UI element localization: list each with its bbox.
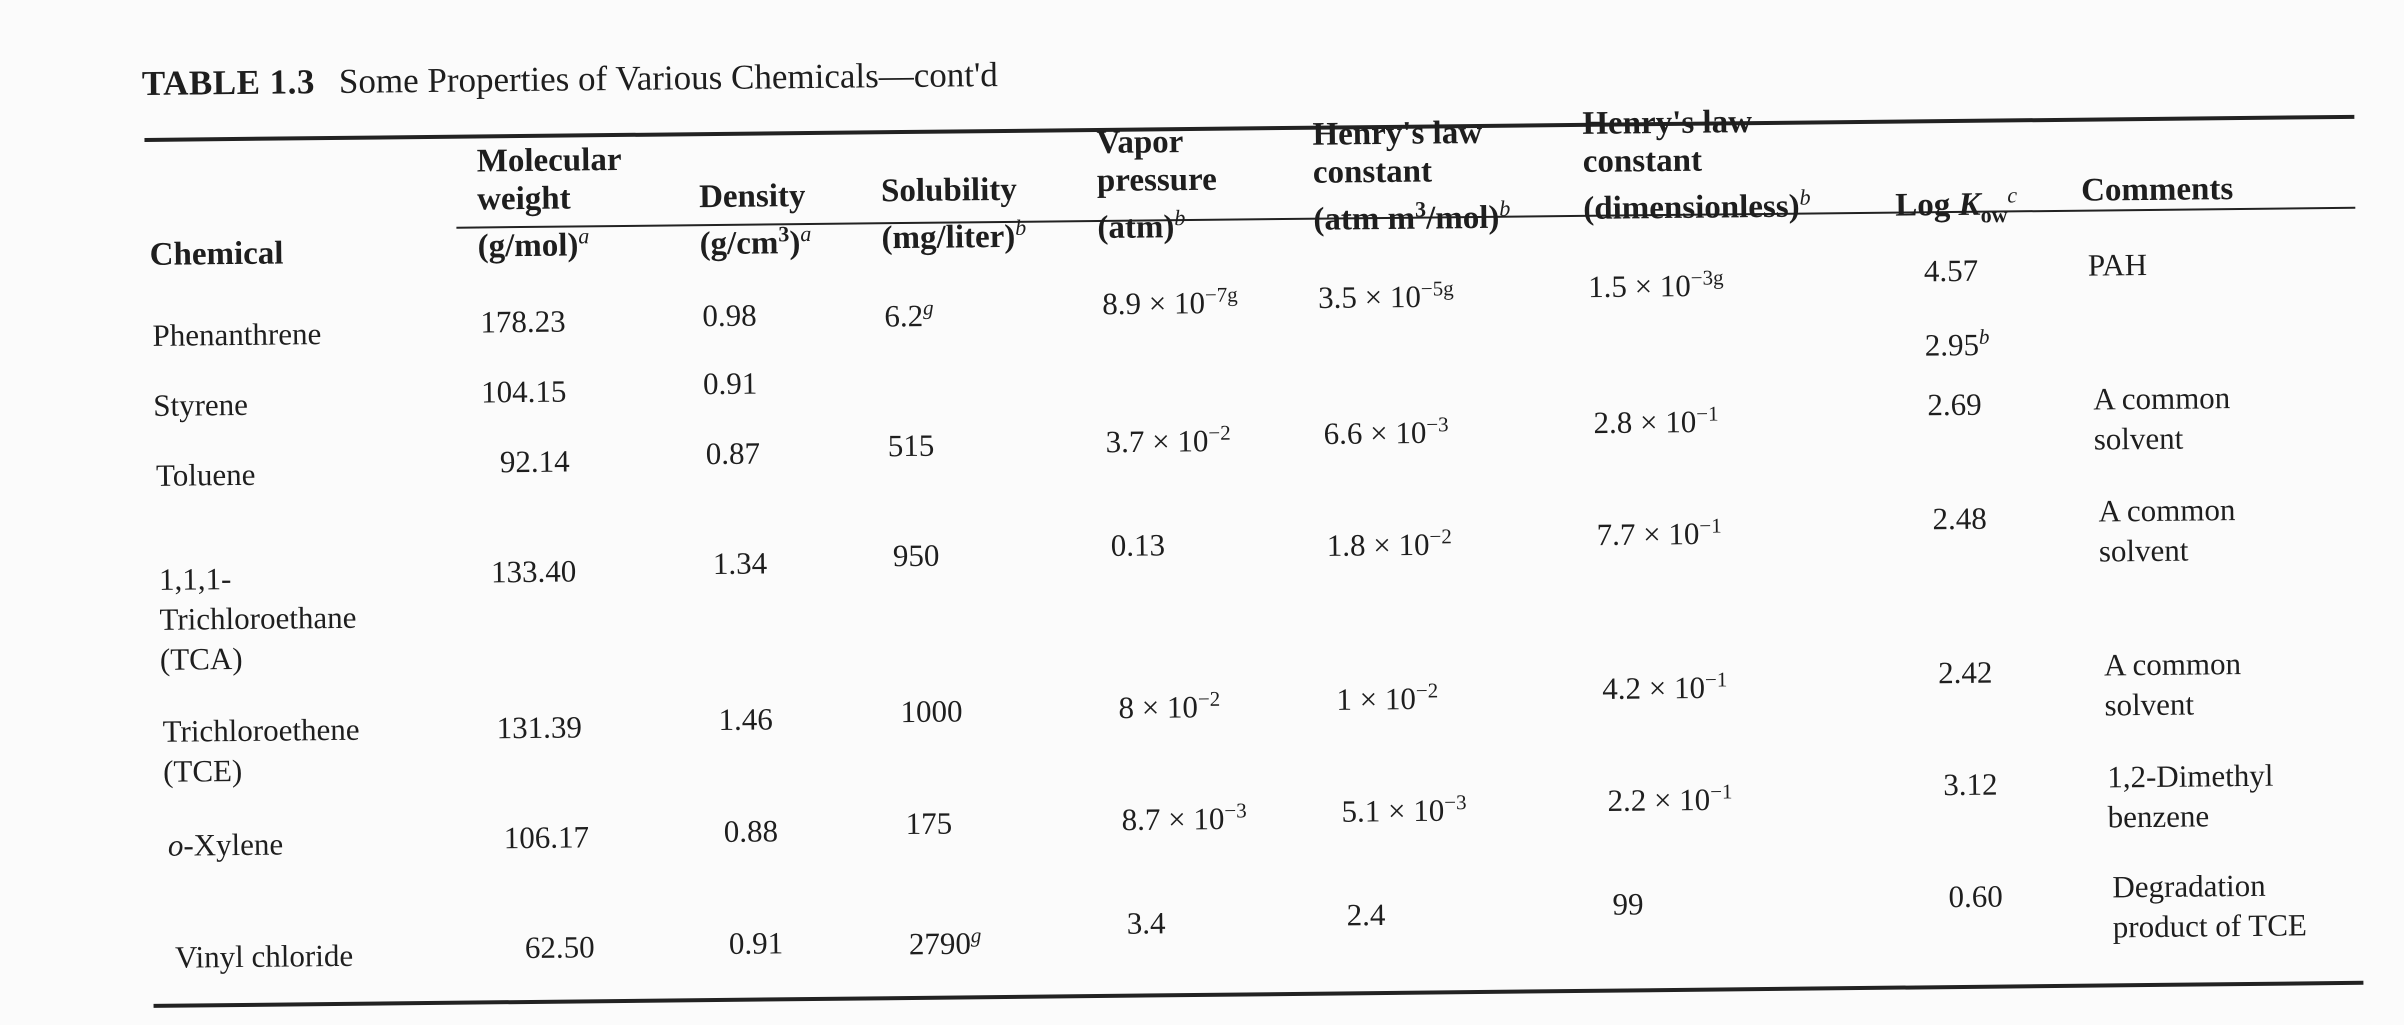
cell-solubility: 175 [905, 805, 953, 842]
cell-molecular-weight: 131.39 [496, 709, 583, 746]
header-log-kow: Log Kowc [1895, 182, 2018, 228]
bottom-rule [153, 980, 2364, 1008]
cell-density: 0.87 [705, 435, 761, 472]
cell-comment: A common solvent [2098, 492, 2236, 569]
table-row: Vinyl chloride 62.50 0.91 2790g 3.4 2.4 … [0, 0, 2403, 975]
cell-solubility: 6.2g [884, 295, 934, 334]
cell-comment: PAH [2087, 246, 2148, 283]
table-label: TABLE 1.3 [141, 62, 316, 103]
cell-molecular-weight: 62.50 [524, 929, 595, 966]
cell-log-kow: 0.60 [1948, 878, 2003, 915]
cell-henry-dimensionless: 2.2 × 10−1 [1607, 779, 1733, 818]
cell-density: 1.46 [718, 701, 774, 737]
cell-density: 1.34 [712, 545, 768, 582]
table-caption: TABLE 1.3 Some Properties of Various Chem… [142, 55, 998, 104]
cell-log-kow: 2.69 [1927, 386, 1982, 423]
cell-molecular-weight: 106.17 [503, 819, 590, 856]
top-rule [144, 114, 2355, 142]
cell-chemical: Phenanthrene [152, 316, 322, 353]
table-title: Some Properties of Various Chemicals—con… [338, 55, 999, 101]
cell-henry-dimensionless: 2.8 × 10−1 [1593, 401, 1719, 441]
cell-henry-dimensionless: 1.5 × 10−3g [1587, 265, 1724, 305]
cell-density: 0.91 [702, 365, 758, 402]
cell-henry-constant: 6.6 × 10−3 [1323, 412, 1449, 451]
cell-density: 0.98 [702, 297, 757, 334]
table-row: Trichloroethene (TCE) 131.39 1.46 1000 8 … [0, 0, 2403, 789]
header-henry-constant: Henry's law constant (atm m3/mol)b [1312, 114, 1511, 238]
header-comments: Comments [2080, 171, 2234, 209]
cell-comment: A common solvent [2093, 380, 2231, 457]
cell-vapor-pressure: 8 × 10−2 [1118, 686, 1221, 726]
cell-density: 0.91 [728, 925, 784, 961]
cell-density: 0.88 [723, 813, 779, 849]
table-row: 1,1,1- Trichloroethane (TCA) 133.40 1.34 9… [0, 0, 2403, 677]
cell-chemical: o-Xylene [167, 826, 284, 863]
header-molecular-weight: Molecular weight (g/mol)a [476, 141, 622, 265]
cell-henry-constant: 2.4 [1346, 897, 1386, 933]
cell-henry-constant: 1.8 × 10−2 [1326, 524, 1452, 563]
cell-log-kow: 4.57 [1923, 252, 1979, 289]
cell-solubility: 515 [887, 427, 935, 464]
cell-solubility: 2790g [908, 923, 982, 962]
cell-molecular-weight: 104.15 [480, 373, 567, 410]
cell-chemical: Toluene [155, 456, 256, 493]
cell-chemical: Styrene [153, 386, 249, 423]
cell-molecular-weight: 178.23 [480, 303, 566, 340]
table-row: Styrene 104.15 0.91 [0, 0, 2403, 423]
cell-vapor-pressure: 3.7 × 10−2 [1105, 420, 1231, 460]
header-henry-dimensionless: Henry's law constant (dimensionless)b [1582, 104, 1811, 227]
table-row: o-Xylene 106.17 0.88 175 8.7 × 10−3 5.1 … [0, 0, 2403, 863]
table-row: Phenanthrene 178.23 0.98 6.2g 8.9 × 10−7… [0, 0, 2403, 363]
cell-vapor-pressure: 8.9 × 10−7g [1102, 282, 1238, 322]
cell-log-kow: 3.12 [1943, 766, 1998, 803]
cell-vapor-pressure: 8.7 × 10−3 [1121, 798, 1247, 838]
cell-henry-dimensionless: 7.7 × 10−1 [1596, 513, 1722, 553]
cell-vapor-pressure: 0.13 [1110, 527, 1166, 563]
cell-chemical: 1,1,1- Trichloroethane (TCA) [158, 561, 357, 677]
cell-vapor-pressure: 3.4 [1126, 905, 1166, 941]
cell-molecular-weight: 92.14 [499, 443, 570, 480]
cell-henry-constant: 1 × 10−2 [1336, 678, 1439, 717]
cell-comment: A common solvent [2103, 646, 2242, 723]
cell-molecular-weight: 133.40 [490, 553, 577, 590]
cell-comment: Degradation product of TCE [2112, 867, 2308, 945]
cell-comment: 1,2-Dimethyl benzene [2107, 757, 2274, 835]
table-row: Toluene 92.14 0.87 515 3.7 × 10−2 6.6 × … [0, 0, 2403, 493]
header-solubility: Solubility (mg/liter)b [880, 171, 1027, 257]
cell-henry-constant: 5.1 × 10−3 [1341, 790, 1467, 829]
cell-chemical: Vinyl chloride [174, 937, 354, 975]
cell-henry-dimensionless: 99 [1612, 886, 1644, 922]
header-vapor-pressure: Vapor pressure (atm)b [1096, 124, 1217, 246]
cell-log-kow-alt: 2.95b [1924, 324, 1990, 363]
cell-henry-constant: 3.5 × 10−5g [1318, 276, 1454, 316]
cell-chemical: Trichloroethene (TCE) [162, 711, 360, 789]
cell-solubility: 1000 [900, 693, 963, 730]
header-chemical: Chemical [149, 235, 284, 273]
cell-log-kow: 2.42 [1937, 654, 1993, 691]
cell-log-kow: 2.48 [1932, 500, 1987, 537]
cell-solubility: 950 [892, 537, 940, 574]
cell-henry-dimensionless: 4.2 × 10−1 [1602, 667, 1728, 707]
header-density: Density (g/cm3)a [698, 178, 812, 263]
